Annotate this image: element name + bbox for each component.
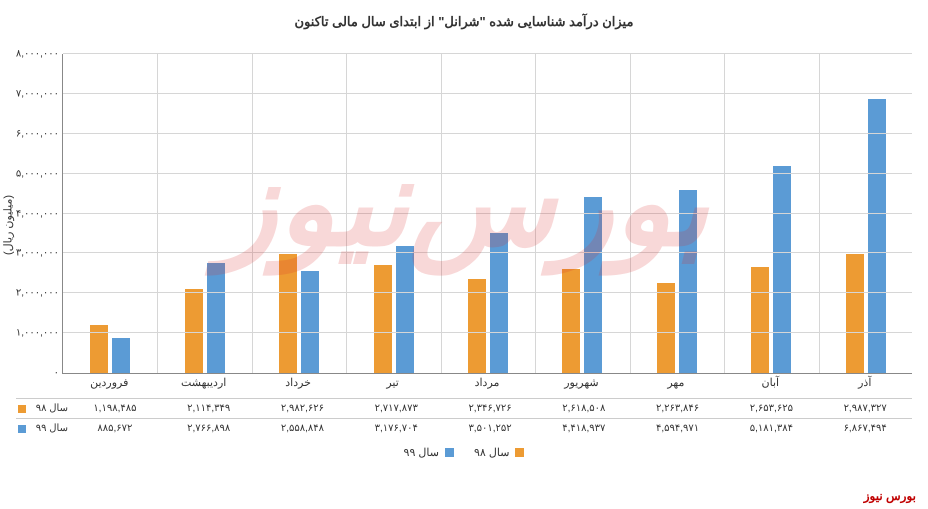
legend-item: سال ۹۸ xyxy=(474,446,524,459)
category-separator xyxy=(630,54,631,373)
bar xyxy=(185,289,203,373)
y-tick-label: ۸,۰۰۰,۰۰۰ xyxy=(5,49,59,60)
legend-swatch xyxy=(515,448,524,457)
data-table: سال ۹۸۱,۱۹۸,۴۸۵۲,۱۱۴,۳۴۹۲,۹۸۲,۶۲۶۲,۷۱۷,۸… xyxy=(16,398,912,438)
legend-label: سال ۹۹ xyxy=(404,446,439,459)
x-tick-label: خرداد xyxy=(285,376,311,389)
table-cell: ۱,۱۹۸,۴۸۵ xyxy=(68,403,162,414)
bar xyxy=(112,338,130,373)
table-cell: ۲,۵۵۸,۸۴۸ xyxy=(256,423,350,434)
table-cell: ۳,۵۰۱,۲۵۲ xyxy=(443,423,537,434)
series-swatch xyxy=(18,405,26,413)
x-tick-label: شهریور xyxy=(564,376,598,389)
bar xyxy=(490,233,508,373)
table-row: سال ۹۹۸۸۵,۶۷۲۲,۷۶۶,۸۹۸۲,۵۵۸,۸۴۸۳,۱۷۶,۷۰۴… xyxy=(16,418,912,438)
bar xyxy=(773,166,791,373)
bar xyxy=(584,197,602,373)
y-axis-title: (میلیون ریال) xyxy=(2,194,15,254)
table-cell: ۴,۵۹۴,۹۷۱ xyxy=(631,423,725,434)
x-tick-label: آذر xyxy=(858,376,871,389)
legend-item: سال ۹۹ xyxy=(404,446,454,459)
legend-swatch xyxy=(445,448,454,457)
x-tick-label: فروردین xyxy=(90,376,128,389)
plot-area: ۰۱,۰۰۰,۰۰۰۲,۰۰۰,۰۰۰۳,۰۰۰,۰۰۰۴,۰۰۰,۰۰۰۵,۰… xyxy=(62,54,912,374)
y-tick-label: ۲,۰۰۰,۰۰۰ xyxy=(5,288,59,299)
category-separator xyxy=(252,54,253,373)
chart-container: میزان درآمد شناسایی شده "شرانل" از ابتدا… xyxy=(0,0,928,509)
y-tick-label: ۰ xyxy=(5,368,59,379)
x-axis-labels: فروردین اردیبهشت خرداد تیر مرداد شهریور مهر آبا… xyxy=(62,376,912,396)
category-separator xyxy=(819,54,820,373)
table-cell: ۲,۹۸۷,۳۲۷ xyxy=(818,403,912,414)
source-label: بورس نیوز xyxy=(864,489,916,503)
bar xyxy=(562,269,580,373)
table-cell: ۸۸۵,۶۷۲ xyxy=(68,423,162,434)
bar xyxy=(396,246,414,373)
y-tick-label: ۶,۰۰۰,۰۰۰ xyxy=(5,128,59,139)
chart-title: میزان درآمد شناسایی شده "شرانل" از ابتدا… xyxy=(0,0,928,34)
table-cell: ۲,۳۴۶,۷۲۶ xyxy=(443,403,537,414)
table-cell: ۲,۱۱۴,۳۴۹ xyxy=(162,403,256,414)
chart-legend: سال ۹۸ سال ۹۹ xyxy=(0,446,928,460)
bar xyxy=(374,265,392,373)
bars-layer xyxy=(63,54,912,373)
gridline xyxy=(63,252,912,253)
y-tick-label: ۳,۰۰۰,۰۰۰ xyxy=(5,248,59,259)
table-row: سال ۹۸۱,۱۹۸,۴۸۵۲,۱۱۴,۳۴۹۲,۹۸۲,۶۲۶۲,۷۱۷,۸… xyxy=(16,398,912,418)
x-tick-label: آبان xyxy=(762,376,780,389)
series-name: سال ۹۹ xyxy=(30,423,68,434)
series-name: سال ۹۸ xyxy=(30,403,68,414)
gridline xyxy=(63,53,912,54)
table-cell: ۲,۲۶۳,۸۴۶ xyxy=(631,403,725,414)
y-tick-label: ۱,۰۰۰,۰۰۰ xyxy=(5,328,59,339)
gridline xyxy=(63,173,912,174)
series-swatch xyxy=(18,425,26,433)
table-cell: ۲,۹۸۲,۶۲۶ xyxy=(256,403,350,414)
bar xyxy=(301,271,319,373)
table-cell: ۲,۷۱۷,۸۷۳ xyxy=(349,403,443,414)
category-separator xyxy=(441,54,442,373)
table-cell: ۲,۷۶۶,۸۹۸ xyxy=(162,423,256,434)
bar xyxy=(657,283,675,373)
bar xyxy=(207,263,225,373)
bar xyxy=(279,254,297,373)
category-separator xyxy=(535,54,536,373)
y-tick-label: ۴,۰۰۰,۰۰۰ xyxy=(5,208,59,219)
table-cell: ۵,۱۸۱,۳۸۴ xyxy=(724,423,818,434)
category-separator xyxy=(346,54,347,373)
gridline xyxy=(63,292,912,293)
gridline xyxy=(63,332,912,333)
bar xyxy=(846,254,864,373)
x-tick-label: مهر xyxy=(667,376,684,389)
x-tick-label: اردیبهشت xyxy=(181,376,226,389)
bar xyxy=(468,279,486,373)
category-separator xyxy=(724,54,725,373)
table-cell: ۴,۴۱۸,۹۳۷ xyxy=(537,423,631,434)
gridline xyxy=(63,133,912,134)
y-tick-label: ۵,۰۰۰,۰۰۰ xyxy=(5,168,59,179)
gridline xyxy=(63,213,912,214)
category-separator xyxy=(157,54,158,373)
x-tick-label: تیر xyxy=(386,376,398,389)
y-tick-label: ۷,۰۰۰,۰۰۰ xyxy=(5,88,59,99)
table-cell: ۲,۶۱۸,۵۰۸ xyxy=(537,403,631,414)
table-cell: ۶,۸۶۷,۴۹۴ xyxy=(818,423,912,434)
bar xyxy=(679,190,697,373)
gridline xyxy=(63,93,912,94)
legend-label: سال ۹۸ xyxy=(474,446,509,459)
bar xyxy=(751,267,769,373)
table-cell: ۲,۶۵۳,۶۲۵ xyxy=(724,403,818,414)
table-cell: ۳,۱۷۶,۷۰۴ xyxy=(349,423,443,434)
x-tick-label: مرداد xyxy=(475,376,500,389)
